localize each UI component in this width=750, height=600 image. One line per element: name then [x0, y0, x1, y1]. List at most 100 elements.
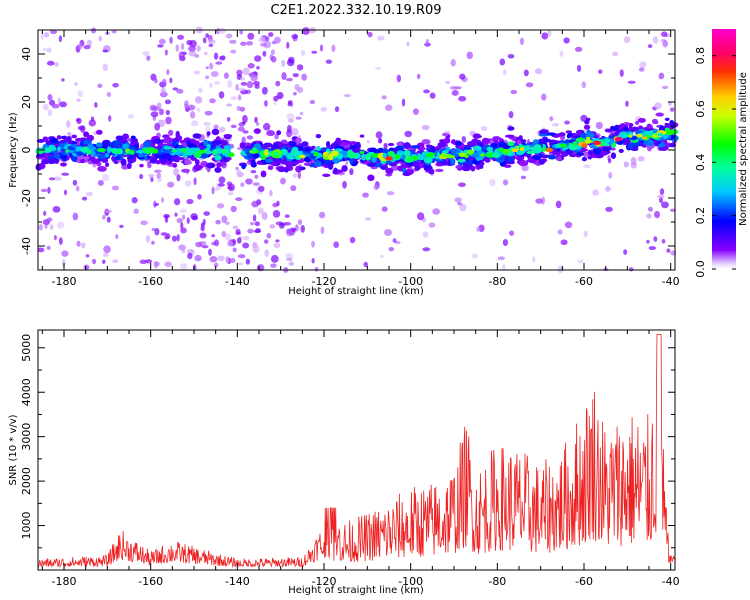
- spectrogram-cell: [230, 124, 237, 129]
- snr-y-tick-label: 5000: [20, 334, 33, 362]
- spectrogram-cell: [304, 146, 310, 152]
- spectrogram-cell: [161, 197, 165, 203]
- snr-x-tick-label: -140: [225, 575, 250, 588]
- spectrogram-cell: [623, 138, 631, 146]
- spectrogram-cell: [237, 254, 246, 259]
- spectrogram-cell: [214, 187, 220, 192]
- spectrogram-cell: [273, 242, 281, 249]
- spectrogram-cell: [164, 49, 168, 56]
- spectrogram-cell: [94, 102, 98, 108]
- spectrogram-cell: [253, 128, 261, 134]
- spectrogram-cell: [507, 126, 515, 131]
- spectrogram-cell: [281, 59, 286, 67]
- spectrogram-cell: [300, 224, 305, 233]
- spectrogram-cell: [385, 156, 393, 161]
- spectrogram-cell: [101, 214, 106, 220]
- spectrogram-cell: [383, 142, 388, 150]
- spectrogram-cell: [280, 177, 286, 185]
- spectrogram-cell: [53, 176, 62, 181]
- spectrogram-cell: [251, 200, 260, 208]
- spectrogram-cell: [156, 102, 162, 110]
- spectrogram-cell: [252, 153, 261, 158]
- colorbar-tick-label: 0.2: [694, 207, 707, 225]
- spectrogram-cell: [643, 139, 648, 146]
- spectrogram-cell: [614, 124, 621, 129]
- spectrogram-cell: [290, 149, 300, 157]
- spectrogram-cell: [49, 224, 54, 231]
- spectrogram-cell: [296, 64, 304, 71]
- spectrogram-cell: [610, 152, 617, 159]
- spectrogram-cell: [264, 149, 269, 157]
- spectrogram-x-tick-label: -140: [225, 275, 250, 288]
- spectrogram-cell: [659, 72, 665, 80]
- spectrogram-cell: [646, 213, 652, 219]
- spectrogram-cell: [90, 156, 96, 162]
- spectrogram-cell: [581, 143, 588, 148]
- spectrogram-cell: [213, 262, 219, 268]
- spectrogram-cell: [163, 153, 172, 159]
- spectrogram-cell: [246, 135, 254, 140]
- spectrogram-cell: [72, 179, 78, 186]
- spectrogram-cell: [56, 135, 62, 140]
- spectrogram-cell: [587, 149, 593, 156]
- snr-axes: -180 -160 -140 -120 -100 -80 -60 -40 1000 2000 300…: [20, 330, 680, 588]
- spectrogram-cell: [387, 150, 395, 157]
- spectrogram-cell: [208, 39, 216, 44]
- spectrogram-cell: [458, 182, 466, 187]
- spectrogram-cell: [63, 189, 68, 196]
- spectrogram-cell: [416, 73, 421, 80]
- spectrogram-cell: [205, 33, 209, 38]
- spectrogram-cell: [69, 149, 75, 154]
- spectrogram-x-label: Height of straight line (km): [288, 286, 424, 297]
- spectrogram-cell: [623, 249, 628, 255]
- spectrogram-cell: [363, 261, 368, 268]
- spectrogram-cell: [661, 31, 668, 38]
- spectrogram-cell: [458, 95, 467, 102]
- spectrogram-cell: [511, 148, 519, 153]
- spectrogram-cell: [272, 210, 281, 218]
- spectrogram-cell: [646, 123, 652, 129]
- spectrogram-cell: [112, 259, 119, 264]
- snr-x-tick-label: -60: [575, 575, 593, 588]
- spectrogram-cell: [646, 139, 654, 147]
- spectrogram-cell: [76, 185, 80, 192]
- spectrogram-cell: [298, 146, 304, 152]
- spectrogram-cell: [44, 32, 50, 38]
- spectrogram-cell: [166, 69, 170, 76]
- spectrogram-cell: [240, 182, 245, 187]
- spectrogram-cell: [193, 164, 202, 171]
- spectrogram-cell: [61, 250, 69, 257]
- spectrogram-cell: [242, 114, 248, 123]
- spectrogram-cell: [202, 37, 207, 44]
- spectrogram-cell: [153, 261, 160, 267]
- spectrogram-cell: [139, 153, 144, 158]
- spectrogram-cell: [292, 92, 297, 96]
- spectrogram-cell: [47, 186, 51, 194]
- spectrogram-cells: [35, 26, 679, 274]
- spectrogram-cell: [239, 142, 246, 149]
- spectrogram-cell: [311, 50, 318, 54]
- spectrogram-cell: [450, 58, 456, 67]
- spectrogram-cell: [164, 261, 172, 268]
- spectrogram-cell: [564, 139, 570, 145]
- spectrogram-cell: [266, 233, 272, 239]
- spectrogram-cell: [285, 253, 294, 259]
- spectrogram-cell: [237, 94, 242, 101]
- spectrogram-cell: [520, 175, 527, 180]
- spectrogram-cell: [209, 256, 218, 263]
- spectrogram-cell: [299, 166, 306, 171]
- spectrogram-cell: [547, 154, 557, 160]
- spectrogram-cell: [287, 100, 293, 104]
- spectrogram-cell: [549, 116, 554, 122]
- spectrogram-cell: [618, 148, 624, 154]
- spectrogram-cell: [286, 112, 295, 121]
- spectrogram-cell: [298, 219, 302, 226]
- spectrogram-cell: [367, 31, 373, 38]
- spectrogram-cell: [560, 239, 568, 246]
- spectrogram-cell: [80, 125, 86, 133]
- spectrogram-cell: [191, 215, 199, 221]
- spectrogram-cell: [48, 177, 56, 181]
- spectrogram-cell: [414, 165, 421, 171]
- spectrogram-cell: [46, 60, 55, 66]
- spectrogram-cell: [146, 155, 151, 159]
